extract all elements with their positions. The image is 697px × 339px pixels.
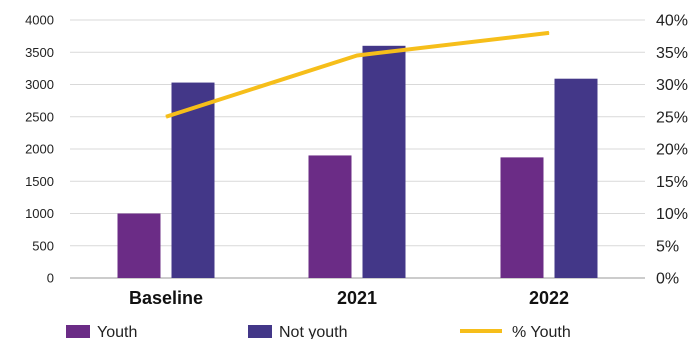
left-tick-label: 1000 [25,206,54,221]
legend-swatch-0 [66,325,90,338]
legend-label: % Youth [512,324,571,339]
youth-percent-point [548,32,550,34]
left-tick-label: 2500 [25,109,54,124]
category-labels: Baseline 2021 2022 [129,288,569,308]
not-youth-bar-2 [554,78,598,278]
youth-percent-point [165,116,167,118]
left-tick-label: 500 [32,238,54,253]
right-axis-ticks: 0% 5% 10% 15% 20% 25% 30% 35% 40% [656,13,688,288]
left-tick-label: 4000 [25,13,54,28]
left-tick-label: 1500 [25,174,54,189]
right-tick-label: 0% [656,271,679,288]
not-youth-bar-1 [362,45,406,278]
left-axis-ticks: 0 500 1000 1500 2000 2500 3000 3500 4000 [25,13,54,286]
youth-percent-point [356,54,358,56]
left-tick-label: 3000 [25,77,54,92]
category-label: 2022 [529,288,569,308]
legend-label: Youth [97,324,137,339]
right-tick-label: 10% [656,206,688,223]
line-series [165,30,550,119]
left-tick-label: 2000 [25,142,54,157]
right-tick-label: 25% [656,109,688,126]
not-youth-bar-0 [171,82,215,278]
left-tick-label: 3500 [25,45,54,60]
youth-bar-2 [500,157,544,278]
category-label: 2021 [337,288,377,308]
right-tick-label: 15% [656,174,688,191]
right-tick-label: 35% [656,45,688,62]
category-label: Baseline [129,288,203,308]
youth-bar-0 [117,213,161,278]
youth-bar-1 [308,155,352,278]
left-tick-label: 0 [47,271,54,286]
legend: Youth Not youth % Youth [66,324,571,339]
right-tick-label: 40% [656,13,688,30]
youth-percent-line [165,30,550,119]
bar-series [117,45,598,278]
legend-swatch-1 [248,325,272,338]
right-tick-label: 5% [656,238,679,255]
right-tick-label: 20% [656,142,688,159]
legend-label: Not youth [279,324,347,339]
right-tick-label: 30% [656,77,688,94]
